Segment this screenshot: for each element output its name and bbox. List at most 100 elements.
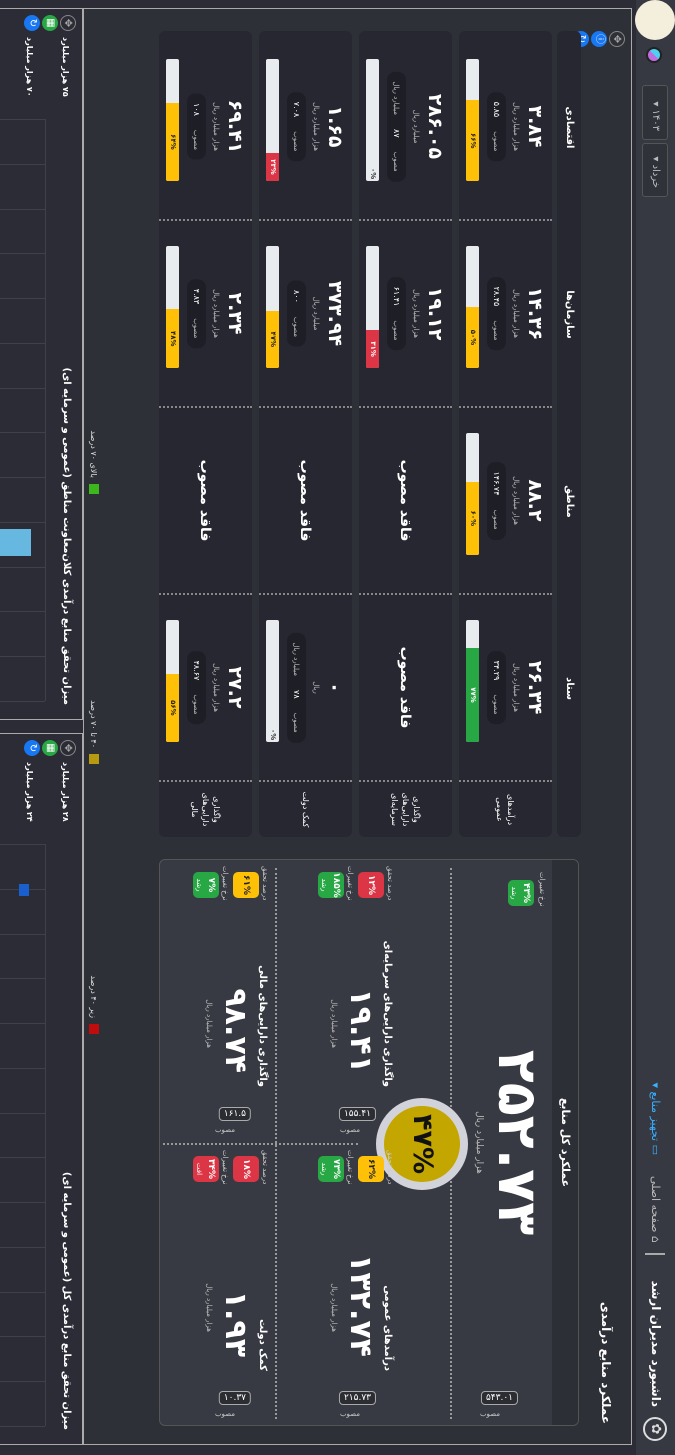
approved-label: مصوب (292, 712, 301, 733)
grid-cell[interactable]: فاقد مصوب (359, 595, 452, 782)
top-nav: ✿ داشبورد مدیران ارشد ⌂ صفحه اصلی ▭ تجهی… (635, 0, 675, 1455)
grid-cell[interactable]: ۱۴.۳۶ هزار میلیارد ریال مصوب ۲۸.۴۵ ۵۰% (459, 221, 552, 408)
quadrant-title: درآمدهای عمومی (382, 1285, 393, 1371)
grid-cell[interactable]: ۰ ریال مصوب ۷۸ میلیارد ریال ۰% (259, 595, 352, 782)
grid-line (0, 1202, 45, 1204)
progress-fill: ۴۸% (166, 309, 179, 368)
approved-pill: مصوب ۵.۸۵ (487, 91, 506, 162)
legend-item[interactable]: زیر ۴۰ درصد (89, 944, 99, 1034)
approved-pill: مصوب ۷۸ میلیارد ریال (287, 632, 306, 743)
realization-label: درصد تحقق (386, 866, 394, 901)
column-header: اقتصادی (564, 106, 575, 149)
progress-fill: ۰% (269, 729, 277, 741)
theme-toggle-icon[interactable] (646, 47, 662, 63)
nav-resources-menu[interactable]: ▭ تجهیز منابع ▾ (649, 1082, 662, 1155)
progress-bar: ۳۱% (366, 246, 379, 368)
refresh-icon[interactable]: ↻ (24, 15, 40, 31)
grid-line (0, 521, 45, 523)
grid-cell[interactable]: ۶۹.۴۱ هزار میلیارد ریال مصوب ۱۰۸ ۶۴% (159, 34, 252, 221)
total-summary-card: عملکرد کل منابع ۲۵۲.۷۳ هزار میلیارد ریال… (159, 859, 579, 1426)
move-icon[interactable]: ✥ (60, 15, 76, 31)
approved-value: ۱۴۶.۷۴ (492, 471, 501, 496)
approved-label: مصوب (292, 131, 301, 152)
grid-line (0, 1246, 45, 1248)
chart-panel: میزان تحقق منابع درآمدی کلان‌معاونت مناط… (0, 8, 83, 720)
grid-line (0, 933, 45, 935)
legend-item[interactable]: بالای ۷۰ درصد (89, 404, 99, 494)
approved-label: مصوب (392, 320, 401, 341)
grid-line (0, 298, 45, 300)
progress-fill: ۶۶% (466, 100, 479, 181)
grid-cell[interactable]: فاقد مصوب (359, 408, 452, 595)
excel-export-icon[interactable]: ▦ (42, 740, 58, 756)
y-axis-label: ۷۰ هزار میلیارد (25, 37, 34, 97)
plot-area (0, 844, 46, 1427)
progress-bar: ۴۷% (266, 246, 279, 368)
approved-pill: مصوب ۸۷ میلیارد ریال (387, 71, 406, 182)
grid-cell[interactable]: ۲۶.۳۴ هزار میلیارد ریال مصوب ۳۴.۲۹ ۷۷% (459, 595, 552, 782)
approved-value: ۷.۰۸ (292, 101, 301, 118)
grid-cell[interactable]: ۲.۳۴ هزار میلیارد ریال مصوب ۴.۸۳ ۴۸% (159, 221, 252, 408)
grid-cell[interactable]: ۱.۶۵ هزار میلیارد ریال مصوب ۷.۰۸ ۲۳% (259, 34, 352, 221)
move-icon[interactable]: ✥ (60, 740, 76, 756)
progress-fill: ۵۰% (466, 307, 479, 368)
year-value: ۱۴۰۳ (650, 109, 661, 131)
excel-export-icon[interactable]: ▦ (42, 15, 58, 31)
grid-cell[interactable]: فاقد مصوب (159, 408, 252, 595)
grid-cell[interactable]: ۳.۸۴ هزار میلیارد ریال مصوب ۵.۸۵ ۶۶% (459, 34, 552, 221)
approved-unit: میلیارد ریال (392, 81, 401, 116)
quadrant-title: واگذاری دارایی‌های مالی (257, 965, 268, 1087)
emblem-icon[interactable]: ✿ (643, 1417, 667, 1441)
cell-value: ۱.۶۵ (324, 105, 346, 148)
grid-row: کمک دولت ۰ ریال مصوب ۷۸ میلیارد ریال ۰% فاقد مص… (259, 31, 352, 837)
grid-cell[interactable]: ۱۹.۱۲ هزار میلیارد ریال مصوب ۶۱.۴۱ ۳۱% (359, 221, 452, 408)
change-sub: رشد (320, 878, 328, 892)
grid-cell[interactable]: ۲۷.۲ هزار میلیارد ریال مصوب ۴۸.۶۷ ۵۶% (159, 595, 252, 782)
grid-cell[interactable]: فاقد مصوب (259, 408, 352, 595)
approved-label: مصوب (339, 1126, 360, 1134)
approved-label: مصوب (492, 131, 501, 152)
row-label: درآمدهای عمومی (495, 793, 516, 826)
grid-cell[interactable]: ۲۸۶.۰۵ میلیارد ریال مصوب ۸۷ میلیارد ریال ۰% (359, 34, 452, 221)
grid-line (0, 477, 45, 479)
grid-line (0, 208, 45, 210)
approved-value: ۸۷ (392, 129, 401, 138)
realization-label: درصد تحقق (261, 1150, 269, 1185)
nav-home-link[interactable]: ⌂ صفحه اصلی (649, 1175, 662, 1243)
progress-bar: ۶۴% (166, 59, 179, 181)
grid-cell[interactable]: ۸۸.۲ هزار میلیارد ریال مصوب ۱۴۶.۷۴ ۶۰% (459, 408, 552, 595)
legend-label: بالای ۷۰ درصد (89, 430, 99, 478)
grid-line (0, 342, 45, 344)
year-select[interactable]: ۱۴۰۳ ▾ (642, 85, 668, 140)
grid-cell[interactable]: ۳۷۳.۹۴ میلیارد ریال مصوب ۸۰۰ ۴۷% (259, 221, 352, 408)
grid-line (0, 656, 45, 658)
move-icon[interactable]: ✥ (609, 31, 625, 47)
quadrant-value: ۱۹.۴۱ (343, 988, 378, 1073)
realization-badge: ۱۸% (233, 1156, 259, 1182)
summary-quadrant: درآمدهای عمومی ۱۳۲.۷۴ هزار میلیارد ریال مصو… (300, 1144, 450, 1426)
info-icon[interactable]: ⓘ (591, 31, 607, 47)
grid-line (0, 1157, 45, 1159)
change-badge: ۱۸۵% رشد (318, 872, 344, 898)
avatar[interactable] (635, 0, 675, 40)
change-value: ۷% (206, 877, 216, 893)
approved-value: ۴.۸۳ (192, 288, 201, 305)
legend-label: ۴۰ تا ۷۰ درصد (89, 700, 99, 748)
quadrant-unit: هزار میلیارد ریال (205, 1283, 213, 1332)
quadrant-title: کمک دولت (257, 1319, 268, 1371)
realization-badge: ۶۲% (358, 1156, 384, 1182)
no-approval-text: فاقد مصوب (397, 459, 414, 542)
approved-label: مصوب (339, 1410, 360, 1418)
legend-item[interactable]: ۴۰ تا ۷۰ درصد (89, 674, 99, 764)
quadrant-value: ۱۳۲.۷۴ (343, 1254, 378, 1357)
period-select[interactable]: خرداد ▾ (642, 143, 668, 197)
cell-value: ۱۹.۱۲ (424, 286, 446, 341)
quadrant-value: ۱.۹۳ (218, 1290, 253, 1357)
approved-pill: مصوب ۷.۰۸ (287, 91, 306, 162)
chart-panel: میزان تحقق منابع درآمدی کل (عمومی و سرما… (0, 733, 83, 1445)
app-title[interactable]: داشبورد مدیران ارشد (649, 1280, 663, 1407)
approved-label: مصوب (192, 318, 201, 339)
cell-value: ۲.۳۴ (224, 292, 246, 335)
column-header: ستاد (564, 677, 575, 700)
refresh-icon[interactable]: ↻ (24, 740, 40, 756)
